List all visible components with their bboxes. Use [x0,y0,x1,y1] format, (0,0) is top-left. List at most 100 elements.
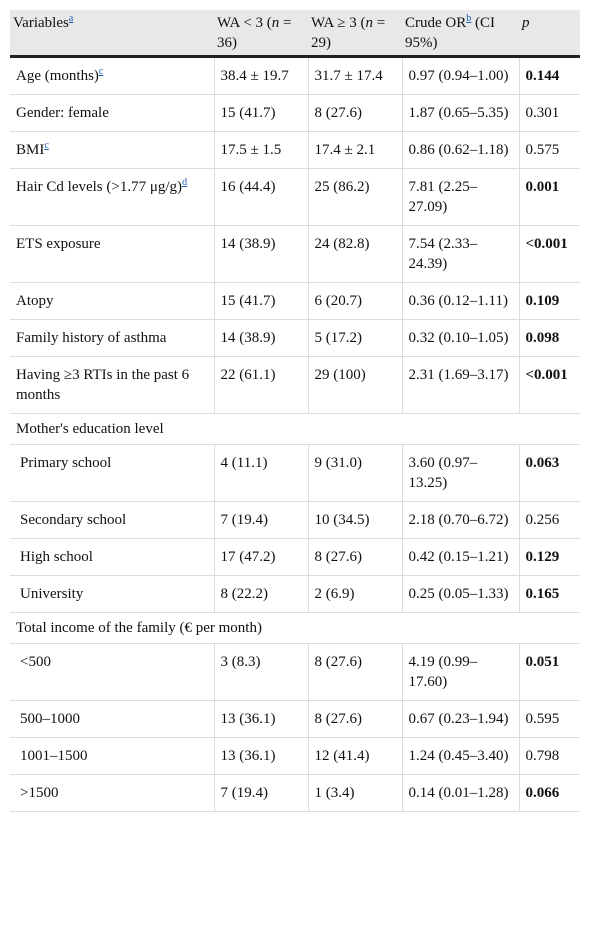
wa-ge3-cell: 8 (27.6) [308,643,403,701]
wa-ge3-cell: 12 (41.4) [308,737,403,775]
wa-lt3-cell: 16 (44.4) [214,168,309,226]
wa-lt3-cell: 7 (19.4) [214,501,309,539]
crude-or-cell: 1.87 (0.65–5.35) [402,94,520,132]
footnote-link-a[interactable]: a [68,13,74,24]
footnote-link-c[interactable]: c [44,140,49,151]
variable-label: Secondary school [20,512,127,528]
p-value-cell: 0.301 [519,94,580,132]
crude-or-cell: 2.31 (1.69–3.17) [402,356,520,414]
p-value-cell: 0.798 [519,737,580,775]
variable-label: Primary school [20,455,112,471]
p-value-cell: 0.066 [519,774,580,812]
variable-cell: ETS exposure [10,225,215,283]
header-variables: Variablesa [10,10,214,58]
p-value-cell: 0.098 [519,319,580,357]
crude-or-cell: 0.86 (0.62–1.18) [402,131,520,169]
crude-or-cell: 4.19 (0.99–17.60) [402,643,520,701]
p-value-cell: 0.063 [519,444,580,502]
variable-label: Atopy [16,293,54,309]
table-row: Hair Cd levels (>1.77 μg/g)d 16 (44.4) 25 … [10,168,580,226]
header-crude-or-post: (CI 95%) [405,15,495,51]
header-p: p [519,10,580,58]
variable-label: >1500 [20,785,59,801]
wa-lt3-cell: 17 (47.2) [214,538,309,576]
variable-cell: 500–1000 [10,700,215,738]
p-value-cell: 0.051 [519,643,580,701]
header-wa-lt3-n: n [271,15,280,31]
footnote-link-c[interactable]: c [98,66,104,77]
crude-or-cell: 1.24 (0.45–3.40) [402,737,520,775]
variable-label: Having ≥3 RTIs in the past 6 months [16,367,190,403]
variable-cell: Age (months)c [10,56,215,95]
wa-ge3-cell: 8 (27.6) [308,94,403,132]
p-value-cell: 0.109 [519,282,580,320]
variable-cell: Family history of asthma [10,319,215,357]
variable-cell: Hair Cd levels (>1.77 μg/g)d [10,168,215,226]
variable-cell: High school [10,538,215,576]
variable-label: High school [20,549,93,565]
table-row: ETS exposure 14 (38.9) 24 (82.8) 7.54 (2.33… [10,225,580,283]
table-row: Having ≥3 RTIs in the past 6 months 22 (6… [10,356,580,414]
group-header-row: Mother's education level [10,413,580,445]
wa-ge3-cell: 5 (17.2) [308,319,403,357]
table-row: University 8 (22.2) 2 (6.9) 0.25 (0.05–1.33… [10,575,580,613]
wa-lt3-cell: 15 (41.7) [214,282,309,320]
variable-cell: <500 [10,643,215,701]
group-header-row: Total income of the family (€ per month) [10,612,580,644]
variable-cell: Having ≥3 RTIs in the past 6 months [10,356,215,414]
variable-cell: Primary school [10,444,215,502]
header-wa-ge3-post: = 29) [311,15,386,51]
wa-ge3-cell: 1 (3.4) [308,774,403,812]
wa-ge3-cell: 29 (100) [308,356,403,414]
wa-ge3-cell: 8 (27.6) [308,700,403,738]
variable-cell: Atopy [10,282,215,320]
table-row: Primary school 4 (11.1) 9 (31.0) 3.60 (0.97… [10,444,580,502]
variable-label: Age (months) [16,68,99,84]
footnote-link-b[interactable]: b [466,13,472,24]
variable-label: ETS exposure [16,236,101,252]
wa-lt3-cell: 4 (11.1) [214,444,309,502]
p-value-cell: <0.001 [519,356,580,414]
variable-cell: University [10,575,215,613]
variable-cell: Secondary school [10,501,215,539]
wa-lt3-cell: 22 (61.1) [214,356,309,414]
table-body: Age (months)c 38.4 ± 19.7 31.7 ± 17.4 0.97 … [10,56,580,812]
variable-cell: Gender: female [10,94,215,132]
header-wa-ge3: WA ≥ 3 (n = 29) [308,10,402,58]
wa-ge3-cell: 25 (86.2) [308,168,403,226]
header-wa-ge3-pre: WA ≥ 3 ( [311,15,366,31]
variable-cell: 1001–1500 [10,737,215,775]
variable-label: Family history of asthma [16,330,167,346]
table-row: Family history of asthma 14 (38.9) 5 (17.2… [10,319,580,357]
table-row: Atopy 15 (41.7) 6 (20.7) 0.36 (0.12–1.11) 0.… [10,282,580,320]
table-header: Variablesa WA < 3 (n = 36) WA ≥ 3 (n = 2… [10,10,580,58]
crude-or-cell: 3.60 (0.97–13.25) [402,444,520,502]
variable-label: <500 [20,654,51,670]
wa-lt3-cell: 15 (41.7) [214,94,309,132]
p-value-cell: 0.144 [519,56,580,95]
wa-ge3-cell: 31.7 ± 17.4 [308,56,403,95]
wa-lt3-cell: 13 (36.1) [214,700,309,738]
wa-ge3-cell: 2 (6.9) [308,575,403,613]
wa-ge3-cell: 6 (20.7) [308,282,403,320]
header-wa-lt3-pre: WA < 3 ( [217,15,272,31]
table-row: <500 3 (8.3) 8 (27.6) 4.19 (0.99–17.60) 0.05… [10,643,580,701]
wa-lt3-cell: 8 (22.2) [214,575,309,613]
wa-ge3-cell: 10 (34.5) [308,501,403,539]
p-value-cell: 0.001 [519,168,580,226]
footnote-link-d[interactable]: d [182,177,188,188]
crude-or-cell: 0.36 (0.12–1.11) [402,282,520,320]
crude-or-cell: 2.18 (0.70–6.72) [402,501,520,539]
variable-label: Hair Cd levels (>1.77 μg/g) [16,179,183,195]
crude-or-cell: 7.81 (2.25–27.09) [402,168,520,226]
variable-cell: BMIc [10,131,215,169]
p-value-cell: 0.165 [519,575,580,613]
crude-or-cell: 0.14 (0.01–1.28) [402,774,520,812]
group-label: Mother's education level [10,413,580,445]
crude-or-cell: 7.54 (2.33–24.39) [402,225,520,283]
table-row: 500–1000 13 (36.1) 8 (27.6) 0.67 (0.23–1.94… [10,700,580,738]
table-row: Gender: female 15 (41.7) 8 (27.6) 1.87 (0.6… [10,94,580,132]
header-crude-or-pre: Crude OR [405,15,467,31]
wa-ge3-cell: 17.4 ± 2.1 [308,131,403,169]
header-row: Variablesa WA < 3 (n = 36) WA ≥ 3 (n = 2… [10,10,580,58]
